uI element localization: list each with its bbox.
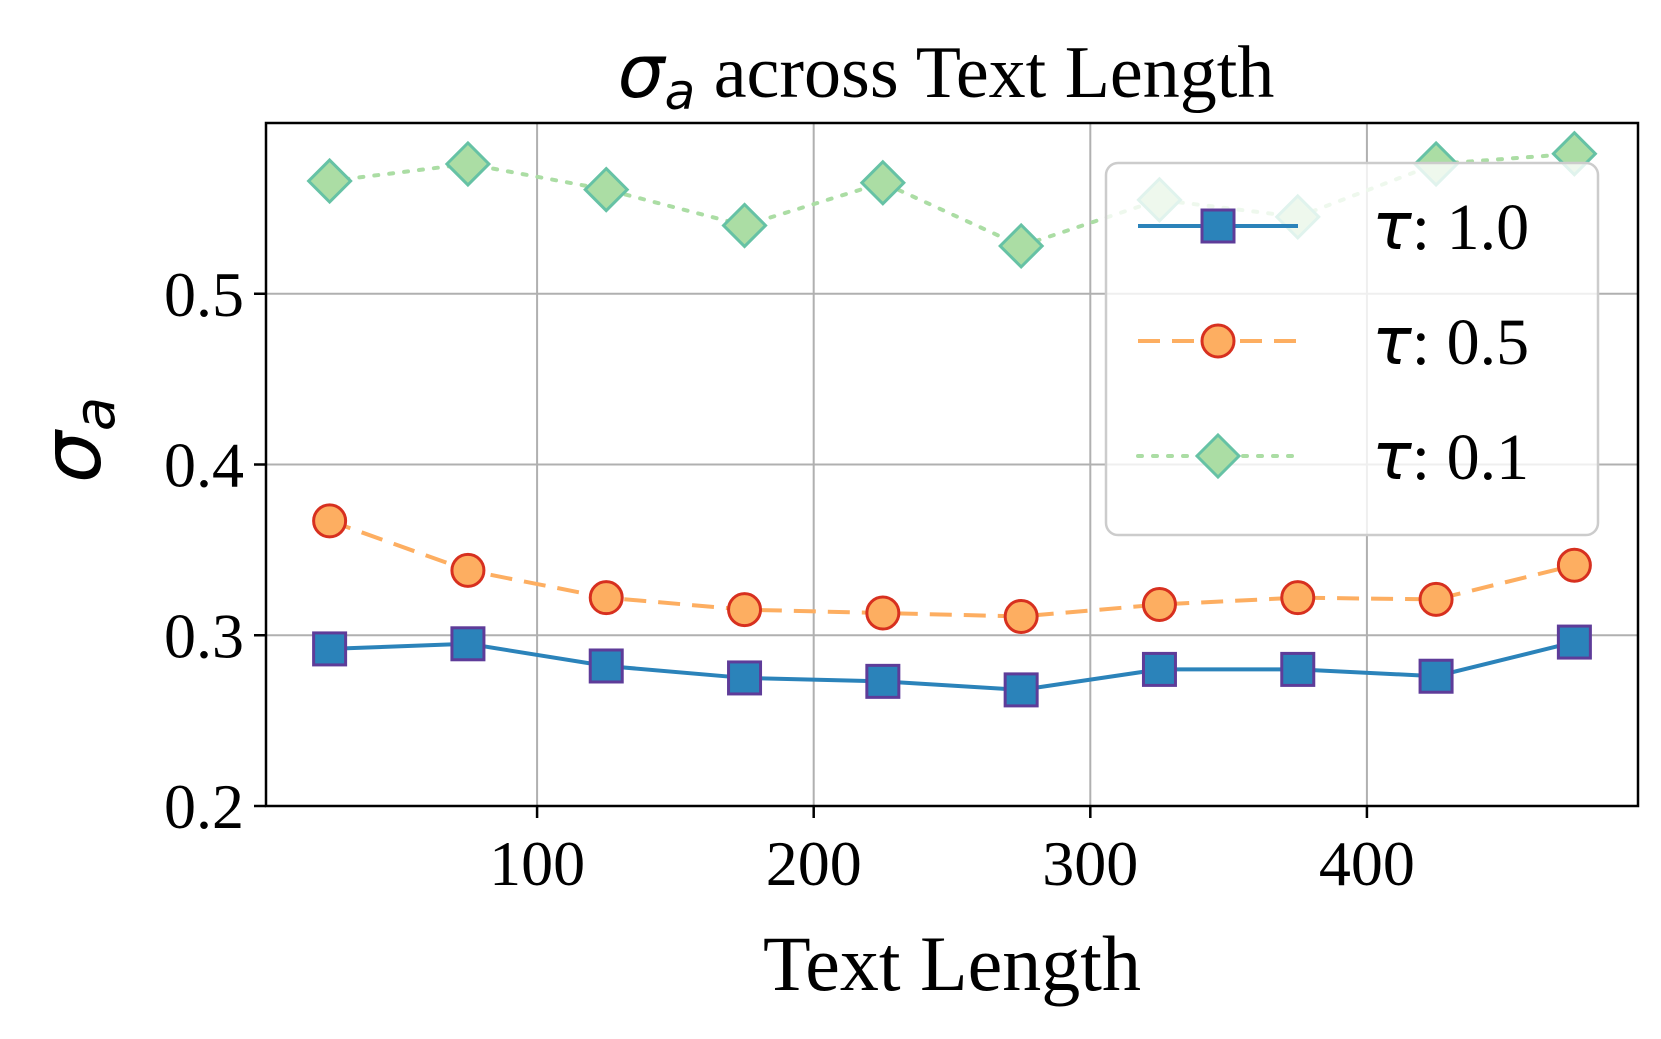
data-point — [1003, 598, 1039, 634]
data-point — [588, 648, 624, 684]
x-tick-label: 300 — [1042, 828, 1138, 899]
plot-frame — [264, 121, 1640, 808]
data-point — [865, 595, 901, 631]
legend-marker — [1194, 432, 1242, 480]
chart-title-subscript: a — [665, 63, 696, 121]
x-tick-label: 100 — [489, 828, 585, 899]
legend-label: τ: 1.0 — [1372, 188, 1529, 265]
legend-item: τ: 1.0 — [1138, 188, 1529, 265]
x-axis-label: Text Length — [763, 920, 1141, 1007]
chart-title: σa across Text Length — [618, 29, 1275, 121]
y-tick-label: 0.2 — [164, 771, 244, 842]
data-point — [444, 140, 492, 188]
legend-label-value: : 1.0 — [1412, 191, 1529, 264]
data-point — [583, 166, 630, 213]
series-square — [312, 624, 1592, 708]
data-point — [1280, 580, 1316, 616]
y-axis-label-symbol: σ — [25, 428, 120, 483]
x-tick-label: 400 — [1319, 828, 1415, 899]
legend: τ: 1.0τ: 0.5τ: 0.1 — [1104, 161, 1600, 537]
x-tick-label: 200 — [766, 828, 862, 899]
axis-ticks: 100 200 300 400 0.2 0.3 0.4 0.5 — [164, 259, 1415, 899]
legend-label-symbol: τ — [1372, 418, 1413, 495]
legend-box — [1104, 161, 1600, 537]
data-point — [865, 663, 901, 699]
data-point — [450, 626, 486, 662]
data-point — [727, 660, 763, 696]
legend-marker — [1200, 208, 1236, 244]
data-point — [1418, 658, 1454, 694]
data-point — [1418, 581, 1454, 617]
legend-item: τ: 0.1 — [1136, 418, 1529, 495]
legend-label-value: : 0.5 — [1412, 306, 1529, 379]
chart-title-symbol: σ — [618, 29, 667, 115]
legend-label-symbol: τ — [1372, 188, 1413, 265]
data-point — [1556, 547, 1592, 583]
data-point — [721, 202, 768, 249]
chart-title-rest: across Text Length — [695, 32, 1274, 114]
data-point — [727, 592, 763, 628]
y-tick-label: 0.5 — [164, 259, 244, 330]
data-point — [312, 631, 348, 667]
legend-marker — [1200, 323, 1236, 359]
legend-label-symbol: τ — [1372, 303, 1413, 380]
data-point — [450, 552, 486, 588]
legend-label-value: : 0.1 — [1412, 421, 1529, 494]
data-point — [306, 157, 353, 205]
data-point — [312, 503, 348, 539]
y-axis-label-subscript: a — [63, 397, 128, 431]
y-tick-label: 0.3 — [164, 600, 244, 671]
legend-items: τ: 1.0τ: 0.5τ: 0.1 — [1136, 188, 1529, 495]
data-point — [1141, 587, 1177, 623]
data-point — [588, 580, 624, 616]
y-axis-label: σa — [25, 397, 128, 483]
data-point — [1003, 672, 1039, 708]
series-line — [329, 640, 1575, 692]
data-point — [1141, 651, 1177, 687]
series-line — [328, 518, 1575, 619]
data-point — [1280, 651, 1316, 687]
data-point — [859, 159, 906, 206]
y-tick-label: 0.4 — [164, 430, 244, 501]
legend-label: τ: 0.1 — [1372, 418, 1529, 495]
legend-label: τ: 0.5 — [1372, 303, 1529, 380]
data-point — [1556, 624, 1592, 660]
series-circle — [312, 503, 1592, 634]
data-point — [998, 222, 1045, 270]
legend-item: τ: 0.5 — [1138, 303, 1529, 380]
